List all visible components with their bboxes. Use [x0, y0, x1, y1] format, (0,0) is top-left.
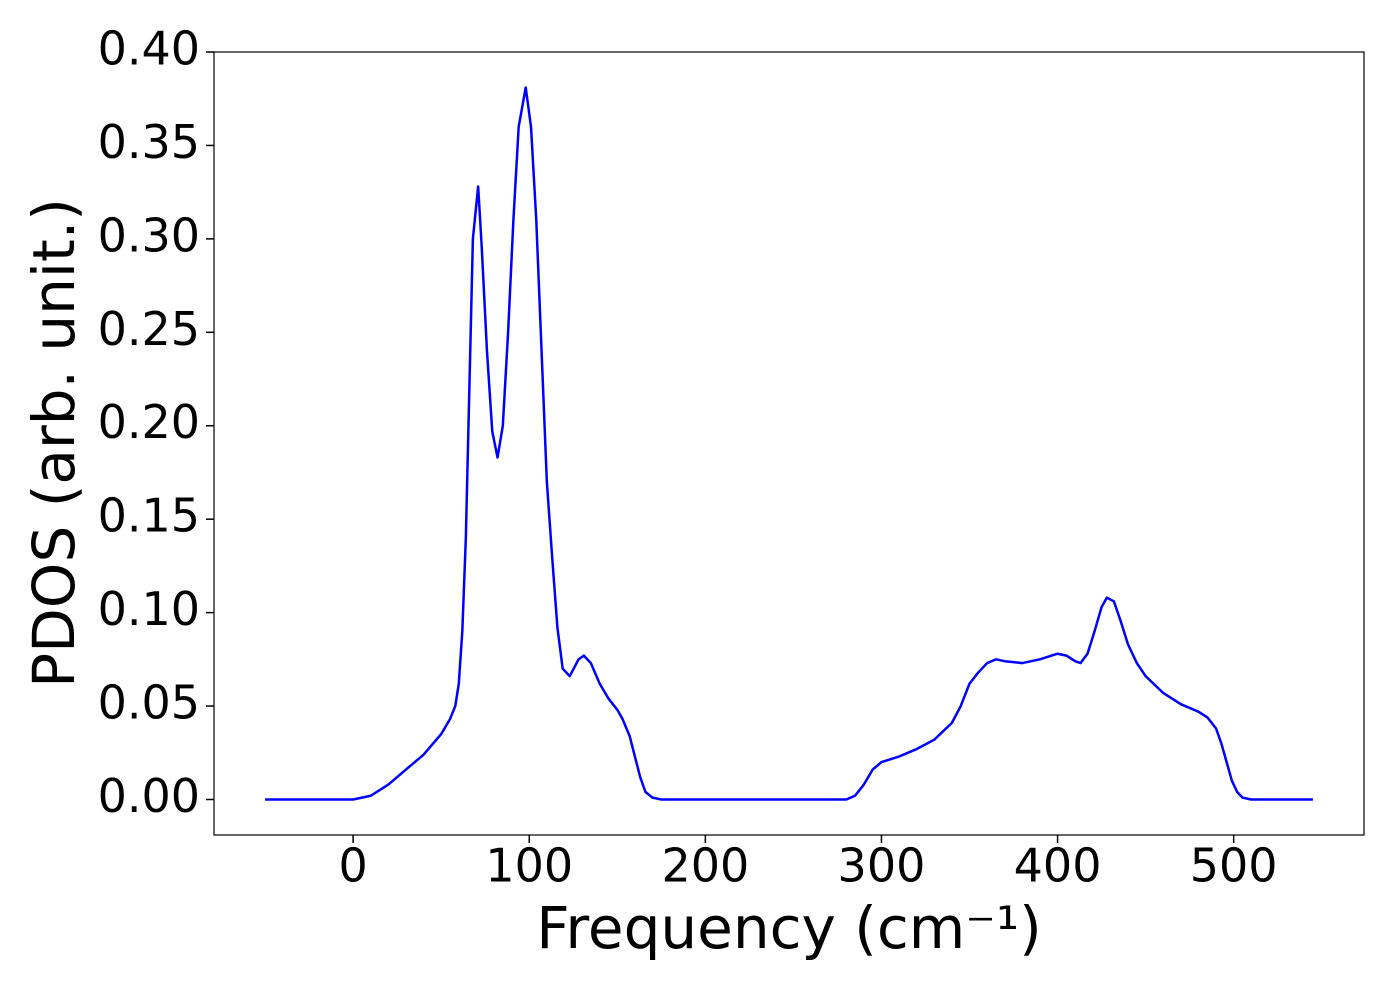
y-tick-label: 0.00: [98, 769, 200, 823]
y-tick-label: 0.15: [98, 489, 200, 543]
x-tick-label: 500: [1190, 839, 1278, 893]
x-tick-label: 0: [338, 839, 367, 893]
y-tick-label: 0.20: [98, 395, 200, 449]
y-tick-label: 0.35: [98, 115, 200, 169]
y-tick-label: 0.10: [98, 582, 200, 636]
x-tick-label: 200: [661, 839, 749, 893]
y-tick-label: 0.40: [98, 22, 200, 76]
x-tick-label: 400: [1014, 839, 1102, 893]
series-line: [265, 86, 1313, 801]
y-tick-label: 0.05: [98, 676, 200, 730]
y-tick-label: 0.25: [98, 302, 200, 356]
x-tick-label: 100: [485, 839, 573, 893]
x-tick-label: 300: [838, 839, 926, 893]
y-tick-label: 0.30: [98, 208, 200, 262]
plot-frame: [213, 51, 1365, 836]
x-axis-label: Frequency (cm⁻¹): [536, 894, 1042, 962]
y-axis-label: PDOS (arb. unit.): [20, 198, 88, 688]
